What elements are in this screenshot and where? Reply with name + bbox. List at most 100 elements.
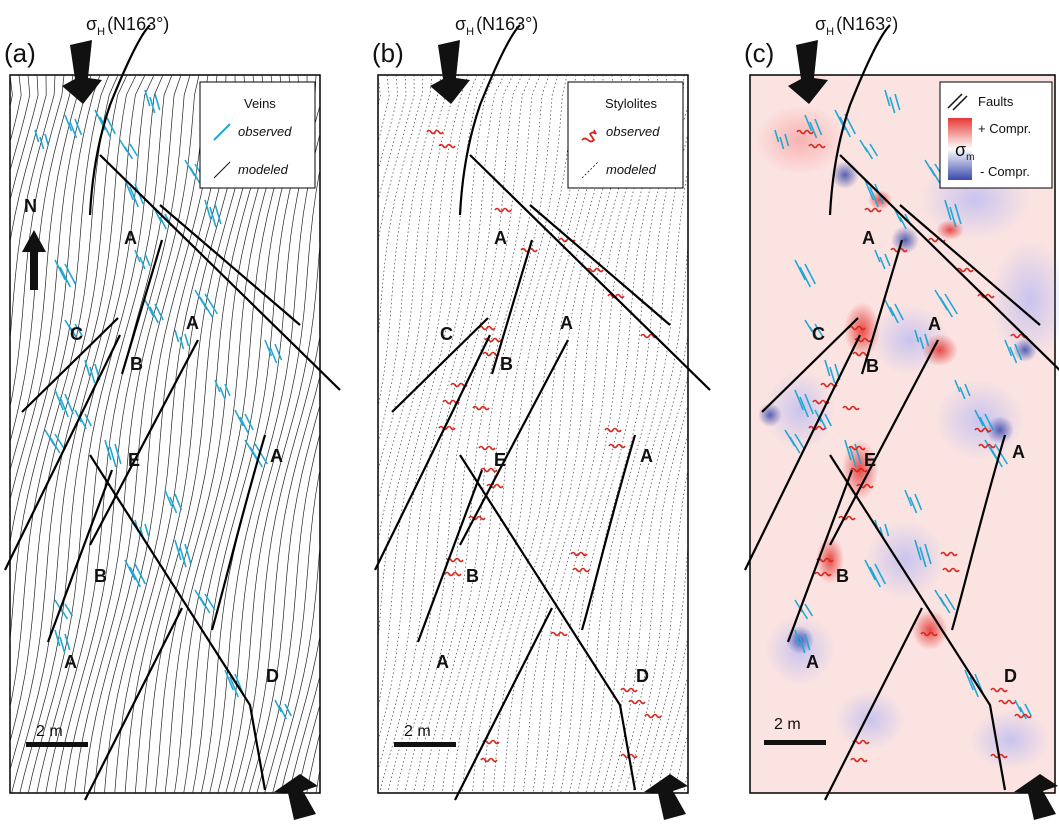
fault-trace	[469, 154, 711, 391]
modeled-vein-line	[10, 75, 110, 644]
modeled-vein-line	[10, 75, 83, 472]
fault-trace	[950, 434, 1007, 631]
svg-text:σH(N163°): σH (N163°)	[455, 14, 538, 38]
fault-trace	[744, 334, 861, 571]
observed-vein	[824, 359, 831, 377]
fault-trace	[761, 317, 859, 413]
modeled-vein-line	[192, 75, 317, 793]
modeled-stylolite-line	[387, 75, 523, 793]
modeled-vein-line	[10, 75, 39, 202]
svg-text:B: B	[836, 566, 849, 586]
observed-vein	[144, 523, 150, 537]
fault-trace	[829, 339, 939, 546]
observed-vein	[139, 256, 146, 270]
observed-vein	[179, 336, 185, 350]
observed-vein	[829, 366, 836, 384]
observed-vein	[954, 203, 962, 225]
observed-stylolite	[990, 687, 1008, 693]
faults-a	[4, 24, 341, 801]
svg-text:B: B	[466, 566, 479, 586]
modeled-vein-line	[10, 75, 47, 246]
modeled-stylolite-line	[432, 75, 568, 793]
fault-trace	[416, 469, 484, 643]
observed-vein	[264, 339, 273, 357]
legend-b: Stylolites observed modeled	[567, 81, 684, 189]
modeled-vein-line	[124, 75, 256, 793]
modeled-stylolite-line	[395, 75, 532, 793]
observed-vein	[959, 386, 966, 400]
observed-vein	[839, 116, 852, 138]
observed-stylolite	[628, 699, 646, 705]
svg-text:A: A	[862, 228, 875, 248]
observed-vein	[84, 413, 92, 427]
observed-vein	[134, 249, 141, 263]
modeled-stylolite-line	[532, 75, 660, 793]
observed-vein	[64, 393, 74, 415]
fault-trace	[459, 454, 637, 791]
observed-vein	[784, 133, 790, 147]
svg-text:Faults: Faults	[978, 94, 1014, 109]
observed-vein	[944, 199, 952, 221]
observed-vein	[59, 266, 72, 288]
observed-vein	[889, 96, 896, 114]
svg-text:A: A	[186, 313, 199, 333]
modeled-vein-line	[10, 75, 56, 343]
modeled-vein-line	[10, 75, 137, 772]
svg-text:modeled: modeled	[606, 162, 657, 177]
observed-stylolite	[974, 427, 992, 433]
observed-stylolite	[808, 143, 826, 149]
observed-vein	[214, 203, 222, 225]
modeled-stylolite-line	[404, 75, 541, 793]
observed-stylolite	[796, 129, 814, 135]
observed-stylolite	[852, 351, 870, 357]
modeled-vein-line	[145, 75, 274, 793]
observed-vein	[789, 436, 801, 454]
observed-vein	[224, 383, 231, 397]
svg-text:modeled: modeled	[238, 162, 289, 177]
observed-stylolite	[998, 699, 1016, 705]
observed-vein	[144, 89, 151, 107]
modeled-stylolite-line	[441, 75, 577, 793]
observed-vein	[909, 496, 918, 514]
observed-vein	[939, 296, 953, 318]
observed-vein	[774, 129, 780, 143]
observed-vein	[179, 546, 187, 568]
observed-vein	[69, 326, 79, 340]
observed-vein	[804, 263, 817, 285]
observed-vein	[74, 118, 83, 136]
observed-stylolite	[550, 631, 568, 637]
observed-vein	[64, 633, 71, 651]
observed-vein	[809, 121, 818, 139]
faults-b	[374, 24, 711, 801]
observed-vein	[154, 93, 161, 111]
observed-stylolite	[942, 567, 960, 573]
fault-trace	[89, 454, 267, 791]
fault-trace	[580, 434, 637, 631]
fault-trace	[99, 154, 341, 391]
fault-trace	[786, 469, 854, 643]
observed-vein	[154, 303, 164, 321]
fault-trace	[860, 239, 904, 375]
observed-vein	[954, 379, 961, 393]
observed-stylolite	[856, 483, 874, 489]
observed-vein	[894, 93, 901, 111]
observed-vein	[964, 669, 974, 691]
observed-stylolite	[1014, 713, 1032, 719]
legend-c: Faults + Compr. σm - Compr.	[939, 81, 1053, 189]
observed-vein	[884, 299, 894, 317]
fault-trace	[839, 154, 1059, 371]
svg-text:A: A	[64, 652, 77, 672]
observed-vein	[159, 216, 167, 230]
svg-text:+ Compr.: + Compr.	[978, 121, 1031, 136]
observed-vein	[134, 563, 147, 585]
observed-vein	[274, 699, 282, 713]
observed-stylolite	[586, 267, 604, 273]
fault-trace	[454, 607, 553, 801]
observed-vein	[274, 343, 283, 361]
modeled-vein-line	[64, 75, 200, 793]
observed-vein	[974, 409, 984, 427]
observed-vein	[1009, 346, 1018, 364]
modeled-vein-line	[240, 374, 320, 793]
fault-trace	[459, 339, 569, 546]
svg-text:A: A	[494, 228, 507, 248]
